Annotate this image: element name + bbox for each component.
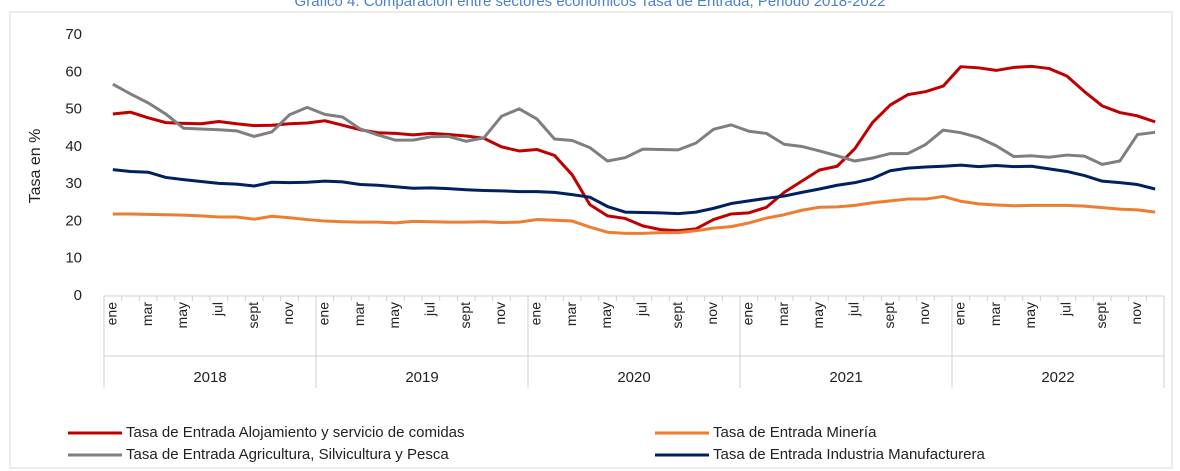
x-tick-label: nov <box>704 302 720 325</box>
legend-label: Tasa de Entrada Minería <box>713 424 877 441</box>
chart-title: Gráfico 4. Comparación entre sectores ec… <box>295 0 886 10</box>
x-tick-label: nov <box>1128 302 1144 325</box>
y-tick-label: 60 <box>65 63 82 80</box>
series-line <box>112 163 1156 216</box>
x-tick-label: jul <box>846 302 862 317</box>
x-tick-label: mar <box>563 302 579 326</box>
chart-border <box>9 11 1173 469</box>
x-tick-label: jul <box>1058 302 1074 317</box>
x-tick-label: ene <box>316 302 332 326</box>
series-line <box>112 82 1156 166</box>
year-label: 2020 <box>617 369 650 386</box>
y-axis-label: Tasa en % <box>27 129 44 204</box>
series-line <box>112 64 1156 233</box>
x-tick-label: sept <box>457 302 473 329</box>
x-tick-label: mar <box>775 302 791 326</box>
x-tick-label: mar <box>139 302 155 326</box>
x-tick-label: may <box>1022 302 1038 328</box>
x-tick-label: nov <box>492 302 508 325</box>
x-tick-label: ene <box>952 302 968 326</box>
x-tick-label: sept <box>881 302 897 329</box>
y-tick-label: 40 <box>65 138 82 155</box>
y-tick-label: 50 <box>65 101 82 118</box>
x-tick-label: nov <box>280 302 296 325</box>
y-tick-label: 70 <box>65 26 82 43</box>
year-label: 2019 <box>405 369 438 386</box>
x-tick-label: may <box>174 302 190 328</box>
x-tick-label: mar <box>987 302 1003 326</box>
y-tick-label: 0 <box>74 287 82 304</box>
year-label: 2021 <box>829 369 862 386</box>
x-tick-label: ene <box>528 302 544 326</box>
year-label: 2022 <box>1041 369 1074 386</box>
y-tick-label: 30 <box>65 175 82 192</box>
y-tick-label: 10 <box>65 250 82 267</box>
x-tick-label: may <box>810 302 826 328</box>
x-tick-label: sept <box>1093 302 1109 329</box>
legend-label: Tasa de Entrada Agricultura, Silvicultur… <box>126 446 449 463</box>
x-tick-label: jul <box>210 302 226 317</box>
x-tick-label: ene <box>104 302 120 326</box>
y-tick-label: 20 <box>65 212 82 229</box>
x-tick-label: sept <box>245 302 261 329</box>
year-label: 2018 <box>193 369 226 386</box>
x-tick-label: jul <box>634 302 650 317</box>
x-tick-label: sept <box>669 302 685 329</box>
series-line <box>112 194 1156 235</box>
x-tick-label: may <box>598 302 614 328</box>
x-tick-label: ene <box>740 302 756 326</box>
x-tick-label: mar <box>351 302 367 326</box>
x-tick-label: may <box>386 302 402 328</box>
legend-label: Tasa de Entrada Industria Manufacturera <box>713 446 985 463</box>
x-tick-label: nov <box>916 302 932 325</box>
legend-label: Tasa de Entrada Alojamiento y servicio d… <box>126 424 465 441</box>
x-tick-label: jul <box>422 302 438 317</box>
